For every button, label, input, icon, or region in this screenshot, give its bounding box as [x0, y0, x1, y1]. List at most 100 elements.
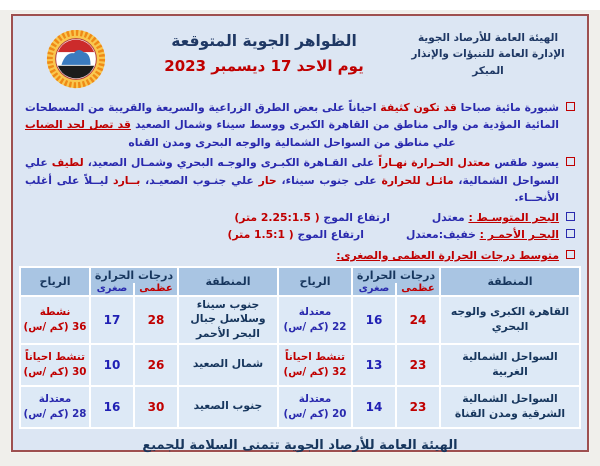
- org-name-line1: الهيئة العامة للأرصاد الجوية: [417, 32, 559, 44]
- logo-container: [21, 24, 131, 90]
- weather-highlight: مائـل للحرارة: [381, 173, 454, 187]
- mediterranean-sea-label: البحر المتوسـط :: [468, 210, 559, 224]
- weather-text: على القـاهرة الكبـرى والوجـه البحري وشمـ…: [83, 156, 379, 170]
- temperature-table: المنطقة درجات الحرارة الرياح المنطقة درج…: [19, 265, 581, 429]
- max-temp-cell: 23: [395, 342, 441, 387]
- wind-description: معتدلة: [38, 393, 72, 406]
- forecast-date: يوم الاحد 17 ديسمبر 2023: [164, 57, 364, 75]
- wind-speed: 30 (كم /س): [23, 365, 87, 378]
- col-header-wind: الرياح: [19, 265, 91, 297]
- wind-cell: معتدلة 20 (كم /س): [277, 384, 353, 429]
- wind-description: معتدلة: [298, 393, 332, 406]
- weather-highlight: حار: [258, 173, 277, 187]
- bullet-square-icon: [566, 249, 575, 259]
- weather-highlight: معتدل الحـرارة نهـاراً: [378, 156, 491, 170]
- min-temp-cell: 13: [351, 342, 397, 387]
- table-row: السواحل الشمالية الغربية 23 13 تنشط احيا…: [19, 342, 581, 387]
- min-temp-cell: 14: [351, 384, 397, 429]
- temperatures-heading: متوسط درجات الحرارة العظمى والصغرى:: [336, 248, 559, 262]
- col-header-min: صغرى: [351, 282, 397, 297]
- wave-height: ارتفاع الموج ( 1.5:1 متر): [228, 228, 364, 241]
- col-header-region: المنطقة: [439, 265, 581, 297]
- forecast-text-section: شبورة مائية صباحا قد تكون كثيفة احياناً …: [13, 90, 587, 262]
- page-title: الظواهر الجوية المتوقعة: [171, 32, 357, 50]
- weather-text: علي جنـوب الصعيـد،: [140, 173, 259, 187]
- col-header-max: عظمى: [395, 282, 441, 297]
- min-temp-cell: 16: [89, 384, 135, 429]
- wind-description: تنشط احياناً: [25, 351, 85, 364]
- org-name-line2: الإدارة العامة للتنبؤات والإنذار المبكر: [411, 48, 565, 77]
- wave-height-label: ارتفاع الموج: [293, 227, 364, 241]
- bullet-square-icon: [566, 228, 575, 238]
- wind-speed: 36 (كم /س): [23, 320, 87, 333]
- wind-cell: معتدلة 28 (كم /س): [19, 384, 91, 429]
- wave-height-value: ( 1.5:1 متر): [227, 227, 294, 241]
- max-temp-cell: 28: [133, 294, 179, 345]
- fog-text: شبورة مائية صباحا: [456, 101, 559, 114]
- wind-cell: تنشط احياناً 30 (كم /س): [19, 342, 91, 387]
- min-temp-cell: 10: [89, 342, 135, 387]
- weather-highlight: لطيف: [51, 156, 84, 170]
- red-sea-label: البحـر الأحمـر :: [479, 227, 559, 241]
- temperature-paragraph: يسود طقس معتدل الحـرارة نهـاراً على القـ…: [25, 154, 576, 206]
- max-temp-cell: 26: [133, 342, 179, 387]
- red-sea-state: خفيف:معتدل: [405, 227, 480, 241]
- fog-text: علي مناطق من السواحل الشمالية والوجه الب…: [128, 135, 456, 149]
- wind-description: تنشط احياناً: [285, 351, 345, 364]
- footer-safety-message: الهيئة العامة للأرصاد الجوية تتمنى السلا…: [142, 437, 458, 453]
- bullet-square-icon: [566, 211, 575, 221]
- mediterranean-sea-state-line: البحر المتوسـط : معتدل ارتفاع الموج ( 2.…: [25, 211, 575, 224]
- weather-text: على جنوب سيناء،: [276, 173, 382, 187]
- bullet-square-icon: [566, 157, 576, 167]
- sea-main: البحـر الأحمـر : خفيف:معتدل: [406, 228, 575, 241]
- region-cell: القاهرة الكبرى والوجه البحري: [439, 294, 581, 345]
- weather-text: يسود طقس: [490, 156, 560, 170]
- wind-description: معتدلة: [298, 306, 332, 319]
- region-cell: شمال الصعيد: [177, 342, 279, 387]
- temperatures-heading-line: متوسط درجات الحرارة العظمى والصغرى:: [25, 249, 575, 262]
- meteorological-authority-logo-icon: [46, 29, 106, 89]
- fog-warning-underlined: قد تصل لحد الضباب: [25, 118, 131, 132]
- mediterranean-sea-state: معتدل: [431, 210, 469, 224]
- fog-text: احياناً على بعض الطرق الزراعية والسريعة …: [25, 101, 559, 132]
- bullet-square-icon: [566, 102, 575, 111]
- weather-text: علي السواحل الشمالية،: [25, 156, 560, 187]
- region-cell: جنوب سيناء وسلاسل جبال البحر الأحمر: [177, 294, 279, 345]
- weather-highlight: بــارد: [113, 173, 141, 187]
- max-temp-cell: 30: [133, 384, 179, 429]
- wind-speed: 20 (كم /س): [283, 407, 347, 420]
- wind-speed: 32 (كم /س): [283, 365, 347, 378]
- fog-highlight: قد تكون كثيفة: [380, 101, 457, 114]
- red-sea-state-line: البحـر الأحمـر : خفيف:معتدل ارتفاع الموج…: [25, 228, 575, 241]
- wind-speed: 22 (كم /س): [283, 320, 347, 333]
- wind-speed: 28 (كم /س): [23, 407, 87, 420]
- table-row: السواحل الشمالية الشرقية ومدن القناة 23 …: [19, 384, 581, 429]
- region-cell: السواحل الشمالية الغربية: [439, 342, 581, 387]
- wind-cell: نشطة 36 (كم /س): [19, 294, 91, 345]
- max-temp-cell: 24: [395, 294, 441, 345]
- col-header-temps: درجات الحرارة: [351, 265, 441, 283]
- min-temp-cell: 16: [351, 294, 397, 345]
- wave-height-value: ( 2.25:1.5 متر): [234, 210, 320, 224]
- col-header-min: صغرى: [89, 282, 135, 297]
- region-cell: السواحل الشمالية الشرقية ومدن القناة: [439, 384, 581, 429]
- wave-height: ارتفاع الموج ( 2.25:1.5 متر): [234, 211, 390, 224]
- region-cell: جنوب الصعيد: [177, 384, 279, 429]
- wind-cell: معتدلة 22 (كم /س): [277, 294, 353, 345]
- wind-cell: تنشط احياناً 32 (كم /س): [277, 342, 353, 387]
- table-row: القاهرة الكبرى والوجه البحري 24 16 معتدل…: [19, 294, 581, 345]
- sea-main: البحر المتوسـط : معتدل: [432, 211, 575, 224]
- organization-block: الهيئة العامة للأرصاد الجوية الإدارة الع…: [397, 24, 579, 79]
- col-header-region: المنطقة: [177, 265, 279, 297]
- col-header-wind: الرياح: [277, 265, 353, 297]
- max-temp-cell: 23: [395, 384, 441, 429]
- weather-text: ليــلاً على أغلب الأنحــاء.: [25, 173, 559, 205]
- wind-description: نشطة: [39, 306, 71, 319]
- min-temp-cell: 17: [89, 294, 135, 345]
- fog-paragraph: شبورة مائية صباحا قد تكون كثيفة احياناً …: [25, 99, 575, 151]
- col-header-max: عظمى: [133, 282, 179, 297]
- weather-bulletin-document: الهيئة العامة للأرصاد الجوية الإدارة الع…: [11, 14, 589, 453]
- title-block: الظواهر الجوية المتوقعة يوم الاحد 17 ديس…: [131, 24, 397, 75]
- col-header-temps: درجات الحرارة: [89, 265, 179, 283]
- page-top-margin: [0, 0, 600, 10]
